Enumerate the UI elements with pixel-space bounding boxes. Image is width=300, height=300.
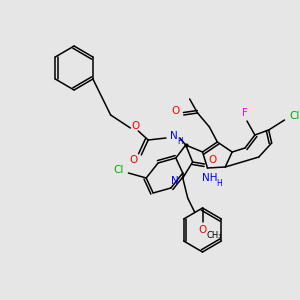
Text: N: N (170, 131, 178, 141)
Text: Cl: Cl (113, 165, 124, 175)
Text: F: F (242, 108, 248, 118)
Text: O: O (131, 121, 140, 131)
Text: O: O (172, 106, 180, 116)
Text: Cl: Cl (289, 111, 300, 121)
Text: NH: NH (202, 173, 217, 183)
Text: N: N (171, 176, 179, 186)
Text: O: O (129, 155, 137, 165)
Text: O: O (208, 155, 217, 165)
Text: CH₃: CH₃ (207, 232, 222, 241)
Text: H: H (216, 179, 222, 188)
Text: O: O (198, 225, 207, 235)
Text: H: H (177, 137, 183, 146)
